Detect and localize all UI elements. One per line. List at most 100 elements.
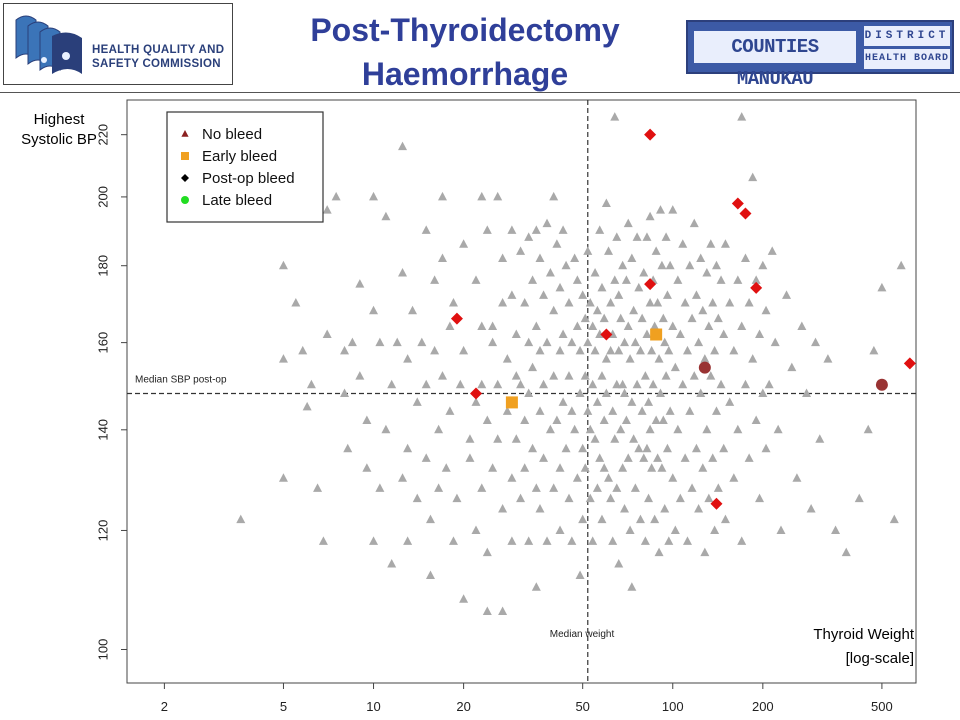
data-point-triangle bbox=[511, 371, 521, 380]
data-point-triangle bbox=[767, 246, 777, 255]
data-point-triangle bbox=[564, 493, 574, 503]
data-point-triangle bbox=[661, 371, 671, 380]
data-point-triangle bbox=[658, 313, 668, 323]
data-point-triangle bbox=[291, 298, 301, 307]
data-point-triangle bbox=[614, 345, 624, 355]
data-point-triangle bbox=[877, 282, 887, 292]
data-point-triangle bbox=[711, 406, 721, 415]
data-point-triangle bbox=[592, 305, 602, 315]
data-point-triangle bbox=[700, 547, 710, 557]
data-point-triangle bbox=[592, 397, 602, 406]
data-point-triangle bbox=[644, 493, 654, 503]
data-point-triangle bbox=[604, 473, 614, 482]
data-point-triangle bbox=[678, 239, 688, 248]
data-point-triangle bbox=[737, 321, 747, 330]
data-point-triangle bbox=[811, 337, 821, 347]
data-point-triangle bbox=[647, 345, 657, 355]
data-point-triangle bbox=[616, 424, 626, 434]
data-point-triangle bbox=[445, 406, 455, 415]
data-point-triangle bbox=[661, 232, 671, 241]
data-point-triangle bbox=[720, 239, 730, 248]
data-point-triangle bbox=[599, 415, 609, 425]
data-point-triangle bbox=[720, 514, 730, 524]
data-point-triangle bbox=[507, 225, 517, 234]
data-point-triangle bbox=[644, 397, 654, 406]
data-point-triangle bbox=[761, 443, 771, 453]
data-point-triangle bbox=[507, 290, 517, 299]
data-point-triangle bbox=[498, 504, 508, 513]
data-point-triangle bbox=[706, 371, 716, 380]
data-point-triangle bbox=[737, 112, 747, 121]
data-point-triangle bbox=[627, 253, 637, 262]
data-point-triangle bbox=[599, 463, 609, 472]
data-point-triangle bbox=[702, 268, 712, 277]
data-point-triangle bbox=[558, 329, 568, 339]
y-tick-label: 140 bbox=[95, 419, 110, 441]
data-point-triangle bbox=[403, 536, 413, 545]
data-point-triangle bbox=[713, 313, 723, 323]
data-point-triangle bbox=[610, 434, 620, 443]
data-point-triangle bbox=[733, 424, 743, 434]
legend-label: Early bleed bbox=[202, 148, 277, 165]
data-point-triangle bbox=[398, 141, 408, 151]
data-point-triangle bbox=[713, 483, 723, 492]
data-point-triangle bbox=[776, 525, 786, 534]
legend-label: Late bleed bbox=[202, 192, 272, 209]
data-point-triangle bbox=[561, 443, 571, 453]
data-point-triangle bbox=[748, 354, 758, 363]
data-point-triangle bbox=[823, 354, 833, 363]
data-point-triangle bbox=[680, 298, 690, 307]
data-point-triangle bbox=[625, 525, 635, 534]
data-point-triangle bbox=[698, 463, 708, 472]
data-point-triangle bbox=[627, 582, 637, 591]
data-point-triangle bbox=[511, 329, 521, 339]
data-point-triangle bbox=[448, 536, 458, 545]
data-point-triangle bbox=[507, 536, 517, 545]
data-point-triangle bbox=[770, 337, 780, 347]
data-point-triangle bbox=[381, 211, 391, 221]
data-point-triangle bbox=[595, 225, 605, 234]
data-point-triangle bbox=[755, 493, 765, 503]
data-point-triangle bbox=[630, 337, 640, 347]
data-point-triangle bbox=[831, 525, 841, 534]
data-point-triangle bbox=[608, 406, 618, 415]
data-point-triangle bbox=[642, 232, 652, 241]
data-point-triangle bbox=[668, 321, 678, 330]
data-point-triangle bbox=[580, 371, 590, 380]
data-point-triangle bbox=[773, 424, 783, 434]
data-point-triangle bbox=[729, 473, 739, 482]
data-point-triangle bbox=[558, 397, 568, 406]
legend-swatch-circle bbox=[181, 196, 189, 204]
data-point-triangle bbox=[696, 253, 706, 262]
data-point-triangle bbox=[583, 246, 593, 255]
data-point-triangle bbox=[708, 453, 718, 462]
data-point-triangle bbox=[725, 298, 735, 307]
data-point-diamond bbox=[644, 128, 657, 141]
data-point-triangle bbox=[623, 218, 633, 228]
data-point-triangle bbox=[535, 345, 545, 355]
data-point-triangle bbox=[531, 225, 541, 234]
data-point-triangle bbox=[555, 525, 565, 534]
data-point-triangle bbox=[623, 321, 633, 330]
data-point-triangle bbox=[645, 211, 655, 221]
x-tick-label: 50 bbox=[575, 699, 589, 714]
data-point-triangle bbox=[455, 379, 465, 389]
data-point-triangle bbox=[542, 536, 552, 545]
data-point-triangle bbox=[369, 191, 379, 201]
data-point-triangle bbox=[387, 558, 397, 568]
data-point-triangle bbox=[539, 290, 549, 299]
data-point-triangle bbox=[408, 305, 418, 315]
data-point-square bbox=[650, 328, 663, 341]
hqsc-logo-text-line1: HEALTH QUALITY AND bbox=[92, 44, 225, 56]
data-point-triangle bbox=[445, 321, 455, 330]
data-point-diamond bbox=[750, 281, 763, 294]
data-point-triangle bbox=[555, 463, 565, 472]
data-point-triangle bbox=[507, 473, 517, 482]
data-point-triangle bbox=[313, 483, 323, 492]
data-point-triangle bbox=[498, 253, 508, 262]
data-point-triangle bbox=[412, 493, 422, 503]
data-point-triangle bbox=[549, 371, 559, 380]
data-point-triangle bbox=[318, 536, 328, 545]
data-point-triangle bbox=[369, 536, 379, 545]
data-point-square bbox=[505, 396, 518, 409]
